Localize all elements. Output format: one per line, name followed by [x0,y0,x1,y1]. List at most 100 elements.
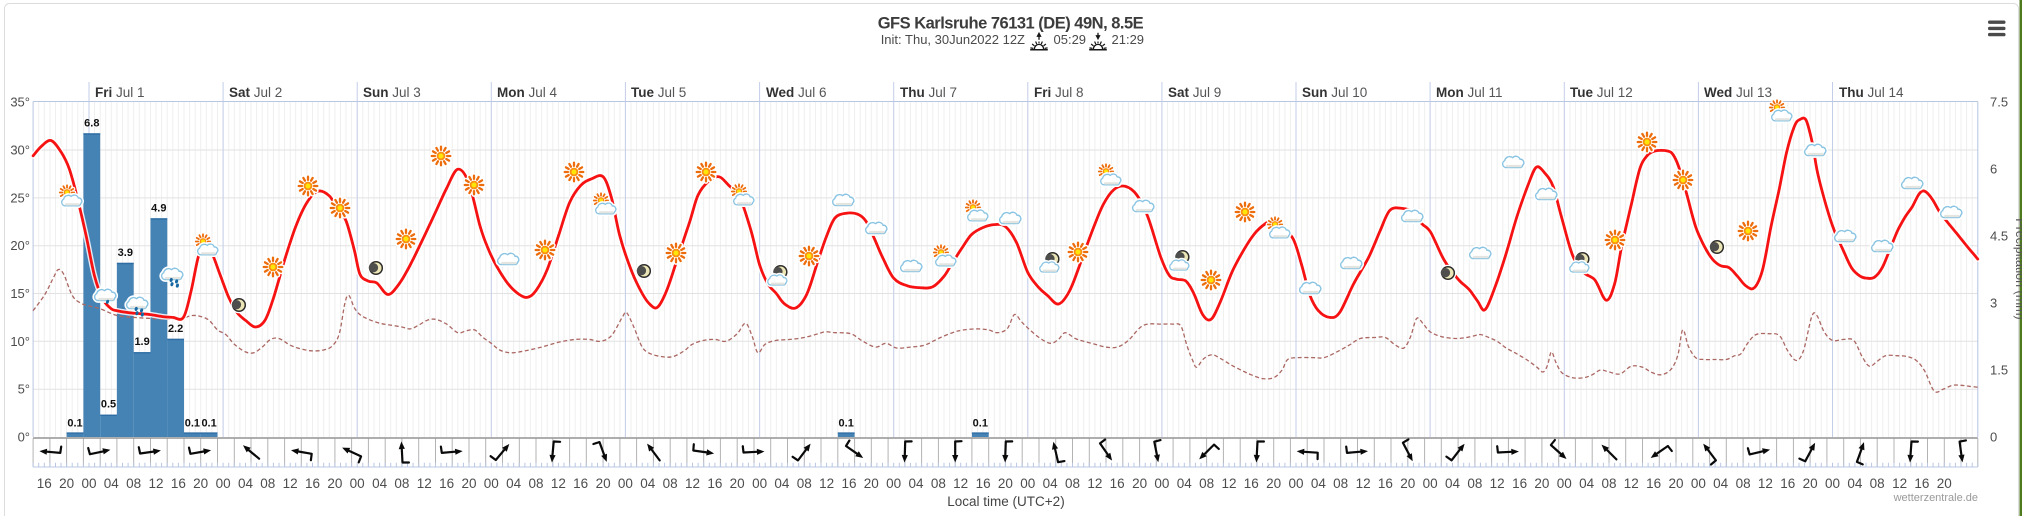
svg-text:08: 08 [1467,476,1482,491]
svg-text:15°: 15° [10,286,30,301]
svg-text:20: 20 [193,476,208,491]
svg-text:12: 12 [1087,476,1102,491]
svg-text:0.5: 0.5 [101,399,116,411]
svg-text:20: 20 [596,476,611,491]
svg-text:04: 04 [1713,476,1729,491]
svg-text:20°: 20° [10,238,30,253]
svg-text:00: 00 [350,476,365,491]
svg-text:2.2: 2.2 [168,323,183,335]
svg-text:4.5: 4.5 [1990,229,2008,244]
svg-text:16: 16 [171,476,186,491]
svg-text:08: 08 [1333,476,1348,491]
svg-text:Tue Jul 12: Tue Jul 12 [1570,85,1633,100]
svg-text:00: 00 [484,476,499,491]
svg-text:7.5: 7.5 [1990,95,2008,110]
svg-text:0: 0 [1990,430,1997,445]
svg-text:08: 08 [1199,476,1214,491]
svg-text:08: 08 [126,476,141,491]
svg-text:08: 08 [1601,476,1616,491]
svg-text:Init: Thu, 30Jun2022 12Z: Init: Thu, 30Jun2022 12Z [881,32,1025,47]
svg-text:Sun Jul 3: Sun Jul 3 [363,85,421,100]
svg-text:12: 12 [148,476,163,491]
svg-text:00: 00 [1691,476,1706,491]
svg-text:20: 20 [461,476,476,491]
svg-text:08: 08 [663,476,678,491]
svg-text:04: 04 [238,476,254,491]
svg-text:1.5: 1.5 [1990,363,2008,378]
svg-text:00: 00 [1020,476,1035,491]
svg-text:04: 04 [1579,476,1595,491]
svg-text:00: 00 [1423,476,1438,491]
svg-text:Thu Jul 7: Thu Jul 7 [900,85,957,100]
svg-text:04: 04 [506,476,522,491]
svg-text:00: 00 [1557,476,1572,491]
svg-text:10°: 10° [10,334,30,349]
svg-text:Fri Jul 1: Fri Jul 1 [95,85,145,100]
svg-text:16: 16 [37,476,52,491]
svg-text:04: 04 [1311,476,1327,491]
svg-text:12: 12 [1624,476,1639,491]
svg-text:04: 04 [908,476,924,491]
svg-text:0.1: 0.1 [201,418,216,430]
svg-text:20: 20 [730,476,745,491]
svg-text:Sun Jul 10: Sun Jul 10 [1302,85,1367,100]
svg-text:08: 08 [1736,476,1751,491]
svg-text:00: 00 [1825,476,1840,491]
svg-text:20: 20 [998,476,1013,491]
svg-text:3: 3 [1990,296,1997,311]
svg-text:16: 16 [976,476,991,491]
svg-text:5°: 5° [18,382,30,397]
svg-text:16: 16 [1110,476,1125,491]
svg-text:0.1: 0.1 [185,418,200,430]
svg-text:12: 12 [417,476,432,491]
svg-text:Local time (UTC+2): Local time (UTC+2) [947,494,1064,509]
svg-text:20: 20 [1534,476,1549,491]
svg-text:12: 12 [685,476,700,491]
svg-text:16: 16 [573,476,588,491]
svg-text:3.9: 3.9 [118,247,133,259]
svg-text:08: 08 [394,476,409,491]
svg-text:08: 08 [260,476,275,491]
svg-text:08: 08 [931,476,946,491]
svg-text:12: 12 [551,476,566,491]
svg-text:04: 04 [104,476,120,491]
svg-text:00: 00 [886,476,901,491]
svg-text:04: 04 [1043,476,1059,491]
svg-text:00: 00 [81,476,96,491]
svg-text:08: 08 [528,476,543,491]
svg-text:Mon Jul 11: Mon Jul 11 [1436,85,1503,100]
svg-text:Wed Jul 13: Wed Jul 13 [1704,85,1772,100]
svg-text:16: 16 [1378,476,1393,491]
svg-text:20: 20 [327,476,342,491]
svg-text:08: 08 [797,476,812,491]
svg-text:05:29: 05:29 [1054,32,1087,47]
svg-text:16: 16 [305,476,320,491]
svg-text:08: 08 [1870,476,1885,491]
svg-text:Sat Jul 2: Sat Jul 2 [229,85,282,100]
svg-text:4.9: 4.9 [151,202,166,214]
svg-text:20: 20 [864,476,879,491]
svg-text:12: 12 [1892,476,1907,491]
svg-text:0.1: 0.1 [67,418,82,430]
svg-text:04: 04 [1177,476,1193,491]
svg-text:04: 04 [1847,476,1863,491]
svg-text:0.1: 0.1 [839,418,854,430]
svg-text:16: 16 [841,476,856,491]
svg-text:12: 12 [283,476,298,491]
svg-text:12: 12 [1356,476,1371,491]
svg-text:16: 16 [707,476,722,491]
svg-text:00: 00 [216,476,231,491]
svg-text:04: 04 [372,476,388,491]
svg-text:12: 12 [819,476,834,491]
svg-text:16: 16 [1512,476,1527,491]
svg-text:16: 16 [1914,476,1929,491]
svg-text:00: 00 [618,476,633,491]
svg-text:16: 16 [1646,476,1661,491]
svg-text:20: 20 [1803,476,1818,491]
svg-text:21:29: 21:29 [1112,32,1145,47]
svg-text:Wed Jul 6: Wed Jul 6 [766,85,827,100]
svg-text:0°: 0° [18,430,30,445]
svg-text:Sat Jul 9: Sat Jul 9 [1168,85,1221,100]
svg-text:20: 20 [1266,476,1281,491]
svg-text:04: 04 [774,476,790,491]
